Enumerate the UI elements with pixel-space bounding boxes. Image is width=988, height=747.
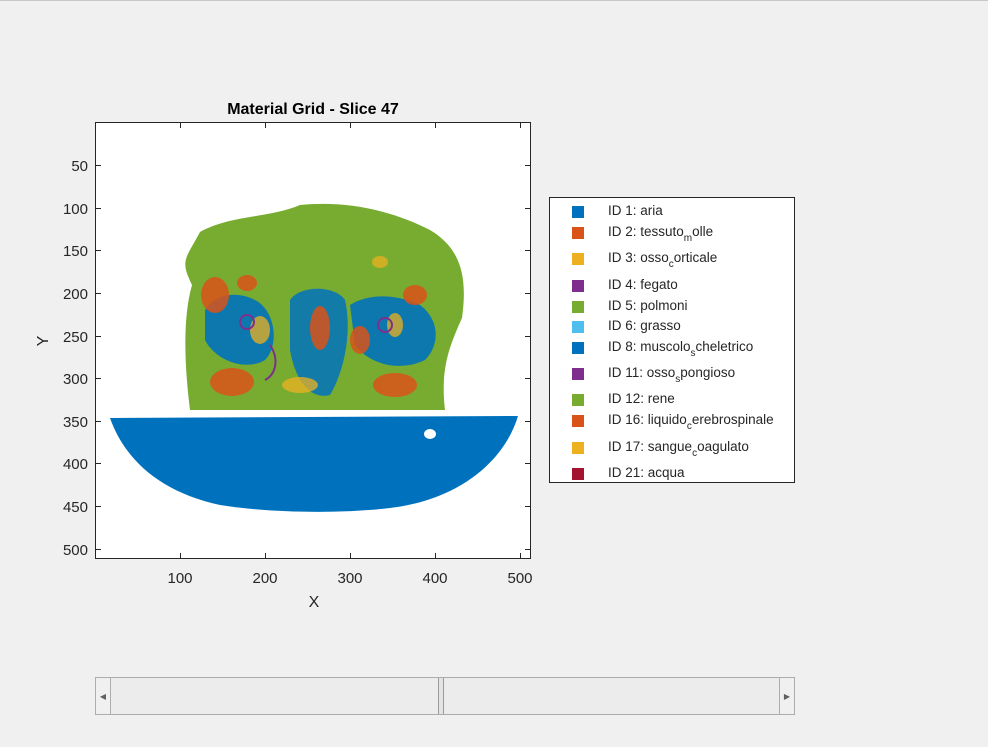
legend-item: ID 11: ossospongioso bbox=[550, 364, 794, 385]
x-tick-label: 300 bbox=[337, 570, 362, 587]
legend-item: ID 16: liquidocerebrospinale bbox=[550, 411, 794, 432]
x-tick-label: 400 bbox=[422, 570, 447, 587]
muscle-region-left bbox=[205, 294, 274, 365]
y-tick-label: 300 bbox=[63, 371, 88, 388]
legend-label-subscript: c bbox=[686, 421, 692, 432]
legend[interactable]: ID 1: aria ID 2: tessutomolle ID 3: ossoco… bbox=[549, 197, 795, 483]
y-tick-label: 200 bbox=[63, 286, 88, 303]
x-tick-label: 200 bbox=[252, 570, 277, 587]
slider-right-arrow-icon[interactable]: ▶ bbox=[779, 678, 794, 714]
legend-swatch bbox=[572, 321, 584, 333]
legend-swatch bbox=[572, 253, 584, 265]
legend-label: ID 5: polmoni bbox=[608, 298, 688, 313]
legend-item: ID 3: ossocorticale bbox=[550, 249, 794, 270]
legend-item: ID 17: sanguecoagulato bbox=[550, 438, 794, 459]
y-axis-label: Y bbox=[35, 335, 52, 346]
legend-swatch bbox=[572, 342, 584, 354]
legend-item: ID 1: aria bbox=[550, 202, 794, 222]
patient-table bbox=[110, 416, 518, 512]
y-tick-label: 450 bbox=[63, 499, 88, 516]
legend-label: ID 16: liquidocerebrospinale bbox=[608, 412, 774, 432]
legend-swatch bbox=[572, 468, 584, 480]
y-tick-label: 350 bbox=[63, 414, 88, 431]
legend-label: ID 17: sanguecoagulato bbox=[608, 439, 749, 459]
legend-label: ID 4: fegato bbox=[608, 277, 678, 292]
legend-label-subscript: c bbox=[668, 259, 674, 270]
legend-label-subscript: s bbox=[675, 374, 681, 385]
x-tick-labels: 100 200 300 400 500 bbox=[167, 570, 532, 587]
legend-label: ID 21: acqua bbox=[608, 465, 685, 480]
legend-label-subscript: s bbox=[690, 348, 696, 359]
spongy-bone-outline bbox=[239, 314, 393, 381]
liver-region bbox=[355, 227, 440, 295]
slider-left-arrow-icon[interactable]: ◀ bbox=[96, 678, 111, 714]
x-axis-label: X bbox=[309, 594, 320, 611]
legend-label: ID 11: ossospongioso bbox=[608, 365, 736, 385]
legend-item: ID 5: polmoni bbox=[550, 297, 794, 317]
y-tick-labels: 50 100 150 200 250 300 350 400 450 500 bbox=[63, 158, 88, 559]
legend-swatch bbox=[572, 368, 584, 380]
legend-label-subscript: m bbox=[683, 233, 693, 244]
legend-item: ID 6: grasso bbox=[550, 317, 794, 337]
y-tick-label: 500 bbox=[63, 542, 88, 559]
legend-label: ID 8: muscoloscheletrico bbox=[608, 339, 754, 359]
fat-speckle bbox=[201, 275, 427, 397]
y-tick-label: 250 bbox=[63, 329, 88, 346]
plot-title: Material Grid - Slice 47 bbox=[227, 101, 399, 118]
legend-item: ID 21: acqua bbox=[550, 464, 794, 484]
window-top-border bbox=[0, 0, 988, 1]
y-tick-label: 150 bbox=[63, 243, 88, 260]
slider-track[interactable] bbox=[111, 678, 779, 714]
legend-label: ID 12: rene bbox=[608, 391, 675, 406]
legend-label-subscript: c bbox=[692, 448, 698, 459]
table-hole bbox=[424, 429, 436, 439]
legend-swatch bbox=[572, 301, 584, 313]
y-tick-label: 100 bbox=[63, 201, 88, 218]
legend-swatch bbox=[572, 394, 584, 406]
material-slice-image bbox=[110, 203, 518, 512]
legend-swatch bbox=[572, 415, 584, 427]
legend-label: ID 2: tessutomolle bbox=[608, 224, 714, 244]
legend-item: ID 8: muscoloscheletrico bbox=[550, 338, 794, 359]
legend-item: ID 4: fegato bbox=[550, 276, 794, 296]
legend-label: ID 6: grasso bbox=[608, 318, 681, 333]
y-tick-label: 50 bbox=[71, 158, 88, 175]
slider-thumb[interactable] bbox=[438, 678, 444, 714]
legend-item: ID 12: rene bbox=[550, 390, 794, 410]
x-ticks bbox=[180, 123, 521, 558]
legend-label: ID 1: aria bbox=[608, 203, 663, 218]
legend-swatch bbox=[572, 280, 584, 292]
legend-swatch bbox=[572, 206, 584, 218]
legend-item: ID 2: tessutomolle bbox=[550, 223, 794, 244]
y-tick-label: 400 bbox=[63, 456, 88, 473]
legend-label: ID 3: ossocorticale bbox=[608, 250, 718, 270]
y-ticks bbox=[96, 165, 530, 550]
x-tick-label: 100 bbox=[167, 570, 192, 587]
bone-speckle bbox=[250, 256, 403, 393]
slice-slider[interactable]: ◀ ▶ bbox=[95, 677, 795, 715]
legend-swatch bbox=[572, 442, 584, 454]
legend-swatch bbox=[572, 227, 584, 239]
x-tick-label: 500 bbox=[507, 570, 532, 587]
